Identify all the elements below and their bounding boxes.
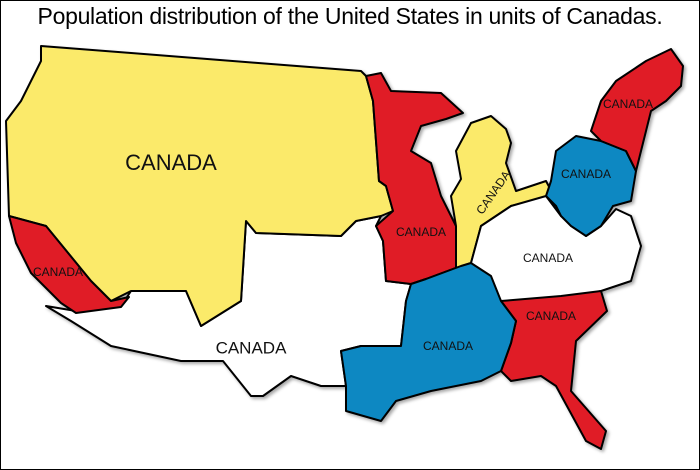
label-west: CANADA	[125, 150, 217, 175]
label-new-england: CANADA	[603, 97, 653, 111]
map-title: Population distribution of the United St…	[37, 3, 663, 29]
label-new-york-pennsylvania: CANADA	[561, 167, 611, 181]
region-california	[8, 215, 130, 314]
label-mid-atlantic: CANADA	[523, 251, 573, 265]
label-southwest: CANADA	[216, 338, 288, 357]
region-new-england	[590, 48, 684, 172]
label-south-central: CANADA	[423, 339, 473, 353]
label-southeast: CANADA	[526, 309, 576, 323]
label-california: CANADA	[33, 265, 83, 279]
label-upper-midwest: CANADA	[396, 225, 446, 239]
region-south-central	[340, 262, 517, 422]
